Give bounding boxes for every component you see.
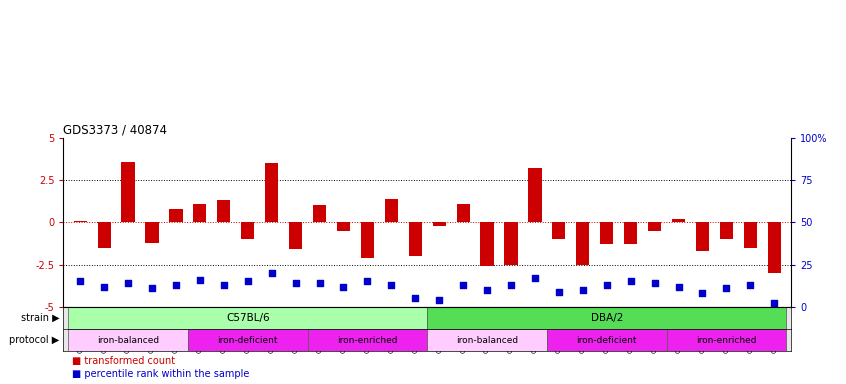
- Text: ■ transformed count: ■ transformed count: [72, 356, 175, 366]
- Bar: [427, 329, 547, 351]
- Bar: [313, 205, 326, 222]
- Bar: [74, 221, 87, 222]
- Bar: [547, 329, 667, 351]
- Point: [193, 277, 206, 283]
- Bar: [146, 222, 158, 243]
- Point: [672, 283, 685, 290]
- Point: [265, 270, 278, 276]
- Bar: [600, 222, 613, 244]
- Text: ■ percentile rank within the sample: ■ percentile rank within the sample: [72, 369, 250, 379]
- Text: iron-balanced: iron-balanced: [456, 336, 518, 345]
- Bar: [241, 222, 255, 239]
- Bar: [576, 222, 590, 265]
- Point: [74, 278, 87, 285]
- Bar: [720, 222, 733, 239]
- Point: [121, 280, 135, 286]
- Point: [313, 280, 327, 286]
- Bar: [308, 329, 427, 351]
- Point: [720, 285, 733, 291]
- Point: [169, 282, 183, 288]
- Point: [456, 282, 470, 288]
- Bar: [97, 222, 111, 248]
- Point: [97, 283, 111, 290]
- Bar: [744, 222, 757, 248]
- Bar: [504, 222, 518, 265]
- Bar: [457, 204, 470, 222]
- Bar: [265, 163, 278, 222]
- Text: iron-enriched: iron-enriched: [696, 336, 756, 345]
- Text: iron-enriched: iron-enriched: [338, 336, 398, 345]
- Text: iron-deficient: iron-deficient: [217, 336, 278, 345]
- Point: [217, 282, 231, 288]
- Bar: [409, 222, 422, 256]
- Bar: [385, 199, 398, 222]
- Bar: [193, 204, 206, 222]
- Bar: [481, 222, 494, 266]
- Point: [146, 285, 159, 291]
- Bar: [529, 168, 541, 222]
- Text: strain ▶: strain ▶: [20, 313, 59, 323]
- Point: [360, 278, 374, 285]
- Point: [695, 290, 709, 296]
- Point: [648, 280, 662, 286]
- Bar: [432, 222, 446, 226]
- Point: [744, 282, 757, 288]
- Point: [337, 283, 350, 290]
- Bar: [667, 329, 786, 351]
- Bar: [188, 329, 308, 351]
- Text: GDS3373 / 40874: GDS3373 / 40874: [63, 124, 168, 137]
- Bar: [696, 222, 709, 251]
- Point: [528, 275, 541, 281]
- Point: [432, 297, 446, 303]
- Text: iron-balanced: iron-balanced: [97, 336, 159, 345]
- Bar: [337, 222, 350, 231]
- Bar: [217, 200, 230, 222]
- Bar: [648, 222, 662, 231]
- Bar: [69, 329, 188, 351]
- Bar: [767, 222, 781, 273]
- Point: [600, 282, 613, 288]
- Bar: [624, 222, 637, 244]
- Bar: [552, 222, 565, 239]
- Point: [385, 282, 398, 288]
- Point: [409, 295, 422, 301]
- Point: [624, 278, 637, 285]
- Bar: [69, 307, 427, 329]
- Bar: [360, 222, 374, 258]
- Point: [552, 288, 566, 295]
- Bar: [289, 222, 302, 249]
- Bar: [169, 209, 183, 222]
- Point: [241, 278, 255, 285]
- Text: protocol ▶: protocol ▶: [9, 335, 59, 345]
- Text: iron-deficient: iron-deficient: [576, 336, 637, 345]
- Text: C57BL/6: C57BL/6: [226, 313, 270, 323]
- Point: [767, 300, 781, 306]
- Text: DBA/2: DBA/2: [591, 313, 623, 323]
- Point: [504, 282, 518, 288]
- Point: [288, 280, 302, 286]
- Bar: [672, 219, 685, 222]
- Bar: [122, 162, 135, 222]
- Point: [481, 287, 494, 293]
- Point: [576, 287, 590, 293]
- Bar: [427, 307, 786, 329]
